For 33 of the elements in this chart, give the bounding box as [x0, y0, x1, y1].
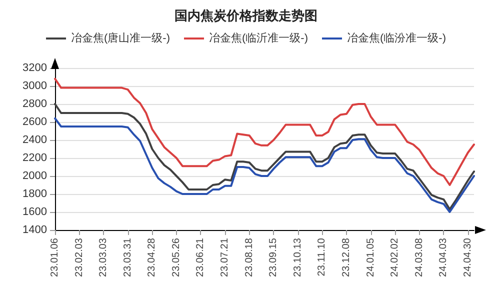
- x-tick-label: 23.03.03: [98, 238, 110, 277]
- x-tick-label: 24.01.05: [365, 238, 376, 277]
- x-tick-label: 24.03.08: [414, 238, 425, 277]
- x-tick-label: 23.08.18: [244, 238, 255, 277]
- x-tick-label: 23.02.03: [74, 238, 85, 277]
- x-tick-label: 24.04.30: [462, 238, 474, 277]
- y-tick-label: 3200: [22, 62, 47, 74]
- x-tick-label: 23.06.21: [195, 238, 206, 277]
- x-tick-label: 24.02.02: [390, 238, 401, 277]
- y-tick-label: 3000: [22, 80, 47, 92]
- x-tick-label: 23.11.10: [316, 238, 328, 276]
- chart-title: 国内焦炭价格指数走势图: [174, 8, 318, 23]
- legend-label: 冶金焦(唐山准一级-): [71, 32, 170, 44]
- x-tick-label: 23.10.13: [292, 238, 304, 277]
- y-tick-label: 1600: [22, 206, 47, 218]
- y-tick-label: 1800: [22, 188, 47, 200]
- x-tick-label: 23.12.08: [340, 238, 352, 277]
- legend-label: 冶金焦(临汾准一级-): [346, 32, 446, 44]
- y-tick-label: 2800: [22, 98, 47, 110]
- x-tick-label: 23.09.15: [268, 238, 280, 277]
- y-tick-label: 2200: [22, 152, 47, 164]
- x-tick-label: 23.05.26: [170, 238, 182, 277]
- x-tick-label: 23.07.21: [220, 238, 231, 277]
- line-series: [54, 78, 475, 186]
- x-tick-label: 23.01.06: [50, 238, 60, 277]
- y-tick-label: 2000: [22, 170, 47, 182]
- x-tick-label: 23.04.28: [146, 238, 158, 277]
- y-tick-label: 2400: [22, 134, 47, 146]
- legend-label: 冶金焦(临沂准一级-): [209, 32, 308, 44]
- x-tick-label: 24.04.03: [438, 238, 450, 277]
- y-tick-label: 2600: [22, 116, 47, 128]
- x-tick-label: 23.03.31: [122, 238, 134, 277]
- y-tick-label: 1400: [22, 224, 47, 236]
